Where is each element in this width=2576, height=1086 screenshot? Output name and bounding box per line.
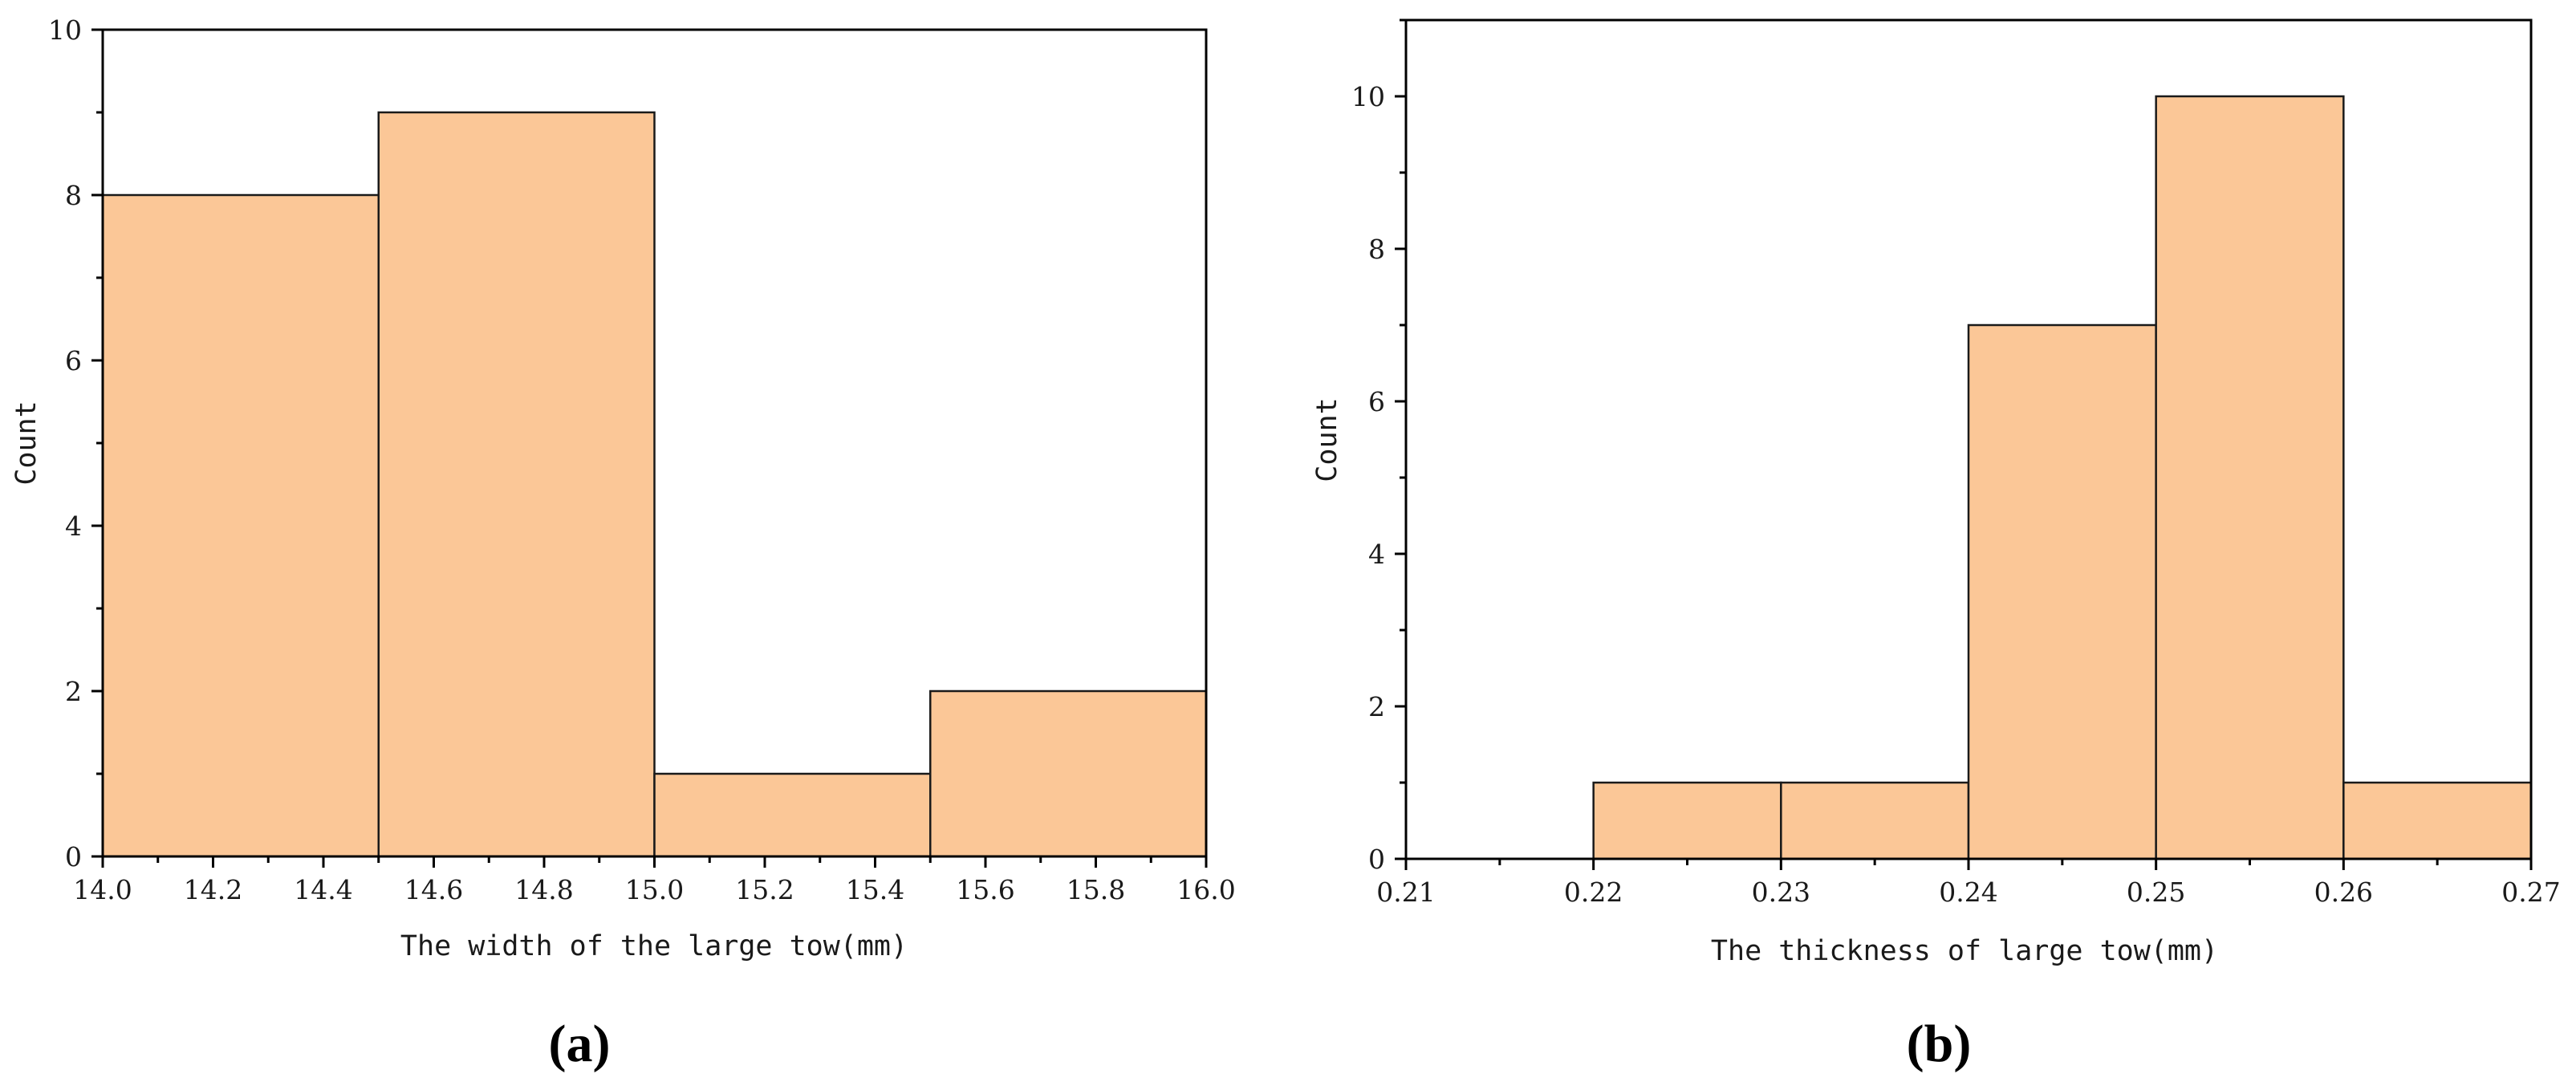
thickness-x-tick-label: 0.26 [2314, 877, 2373, 908]
width-x-tick-label: 15.2 [735, 874, 794, 905]
width-y-tick-label: 6 [65, 345, 82, 376]
thickness-axis-ticks [1395, 18, 2533, 870]
width-y-tick-label: 2 [65, 676, 82, 707]
width-y-tick-label: 10 [48, 14, 82, 46]
panel-label-a: (a) [549, 1015, 611, 1073]
width-y-tick-label: 4 [65, 510, 82, 542]
width-axis-ticks [91, 28, 1208, 868]
thickness-x-axis-label: The thickness of large tow(mm) [1711, 935, 2218, 967]
thickness-x-tick-label: 0.27 [2501, 877, 2560, 908]
width-y-tick-labels: 0 2 4 6 8 10 [48, 14, 82, 872]
width-y-axis-label: Count [10, 401, 43, 485]
width-histogram-panel: 14.0 14.2 14.4 14.6 14.8 15.0 15.2 15.4 15.6 15.8… [10, 14, 1236, 1073]
width-bar-1 [101, 193, 380, 858]
thickness-y-tick-labels: 0 2 4 6 8 10 [1351, 81, 1385, 875]
width-x-tick-label: 14.0 [73, 874, 132, 905]
width-y-tick-label: 8 [65, 180, 82, 211]
thickness-bar-4 [2155, 95, 2345, 860]
thickness-bar-2 [1780, 781, 1970, 860]
thickness-y-tick-label: 6 [1368, 386, 1385, 417]
thickness-bar-5 [2342, 781, 2533, 860]
width-bar-4 [929, 689, 1208, 858]
width-x-tick-label: 16.0 [1176, 874, 1235, 905]
width-bar-2 [377, 111, 656, 858]
thickness-x-tick-label: 0.24 [1939, 877, 1997, 908]
thickness-y-tick-label: 4 [1368, 539, 1385, 570]
width-x-tick-label: 15.8 [1067, 874, 1125, 905]
width-x-tick-label: 15.4 [846, 874, 904, 905]
thickness-y-tick-label: 10 [1351, 81, 1385, 112]
thickness-y-tick-label: 0 [1368, 844, 1385, 875]
width-x-tick-label: 14.2 [184, 874, 242, 905]
thickness-x-tick-label: 0.25 [2127, 877, 2185, 908]
thickness-x-tick-label: 0.21 [1376, 877, 1435, 908]
width-x-tick-label: 15.0 [625, 874, 684, 905]
thickness-bar-1 [1592, 781, 1782, 860]
width-x-axis-label: The width of the large tow(mm) [400, 930, 908, 962]
thickness-histogram-bars [1592, 95, 2533, 860]
width-x-tick-label: 15.6 [956, 874, 1014, 905]
width-x-tick-label: 14.4 [294, 874, 352, 905]
thickness-x-tick-label: 0.22 [1564, 877, 1623, 908]
width-x-tick-label: 14.6 [404, 874, 463, 905]
thickness-y-tick-label: 2 [1368, 691, 1385, 722]
width-y-tick-label: 0 [65, 841, 82, 872]
thickness-bar-3 [1967, 323, 2157, 860]
thickness-y-axis-label: Count [1311, 397, 1343, 482]
width-x-tick-label: 14.8 [514, 874, 573, 905]
thickness-x-tick-label: 0.23 [1752, 877, 1810, 908]
panel-label-b: (b) [1907, 1015, 1972, 1073]
width-bar-3 [653, 772, 932, 858]
width-histogram-bars [101, 111, 1208, 858]
thickness-y-tick-label: 8 [1368, 234, 1385, 265]
width-x-tick-labels: 14.0 14.2 14.4 14.6 14.8 15.0 15.2 15.4 15.6 15.8… [73, 874, 1235, 905]
thickness-histogram-panel: 0.21 0.22 0.23 0.24 0.25 0.26 0.27 0 2 4 6 8 10 The… [1311, 18, 2561, 1073]
thickness-x-tick-labels: 0.21 0.22 0.23 0.24 0.25 0.26 0.27 [1376, 877, 2560, 908]
